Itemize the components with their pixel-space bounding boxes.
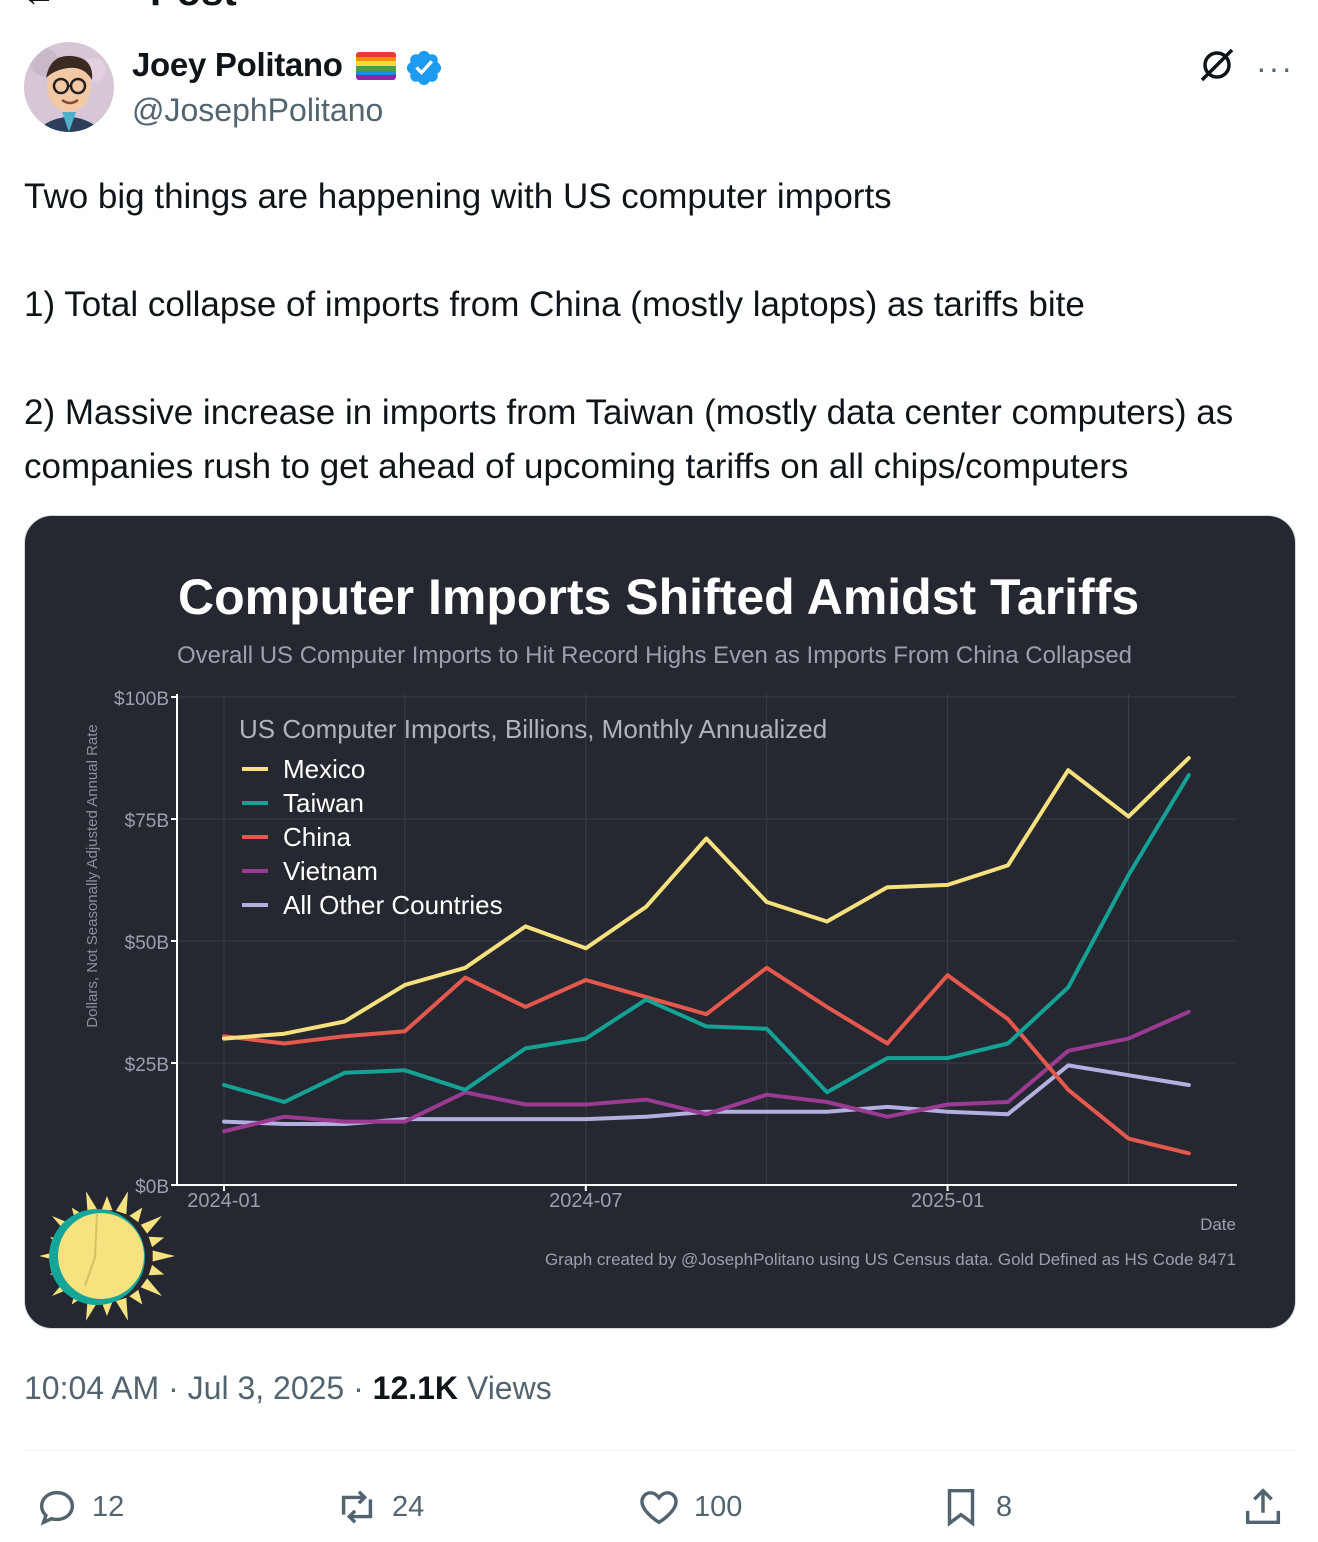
chart-legend: Mexico Taiwan China Vietnam All Other Countr… — [242, 754, 503, 920]
y-tick-label: $50B — [125, 933, 169, 954]
series-line-taiwan — [222, 773, 1191, 1104]
reply-button[interactable]: 12 — [34, 1482, 124, 1532]
y-tick-label: $100B — [114, 689, 169, 710]
sun-ray — [140, 1278, 162, 1296]
top-bar: ← Post — [0, 0, 1318, 16]
x-axis-ticks: 2024-01 2024-07 2025-01 — [187, 1185, 984, 1212]
divider — [24, 1450, 1296, 1451]
verified-badge-icon — [406, 50, 442, 86]
repost-count: 24 — [392, 1490, 425, 1523]
sun-ray — [129, 1289, 143, 1305]
y-tick-label: $75B — [125, 811, 169, 832]
y-tick-label: $0B — [135, 1177, 169, 1198]
heart-icon — [640, 1491, 678, 1525]
bookmark-button[interactable]: 8 — [938, 1482, 1012, 1532]
sun-ray — [101, 1301, 113, 1316]
tweet-line-5: 2) Massive increase in imports from Taiw… — [24, 393, 1243, 486]
avatar[interactable] — [24, 42, 114, 132]
chart: Computer Imports Shifted Amidst Tariffs … — [39, 569, 1237, 1321]
sun-ray — [148, 1264, 165, 1276]
share-button[interactable] — [1240, 1482, 1298, 1532]
tweet-line-1: Two big things are happening with US com… — [24, 177, 892, 216]
grok-icon[interactable] — [1196, 44, 1238, 86]
reply-icon — [39, 1490, 75, 1526]
series-line-mexico — [222, 756, 1191, 1041]
tweet-image[interactable]: Computer Imports Shifted Amidst Tariffs … — [24, 515, 1296, 1329]
author-name[interactable]: Joey Politano — [132, 46, 343, 83]
tweet-text: Two big things are happening with US com… — [24, 170, 1304, 494]
sun-ray — [101, 1196, 113, 1211]
sun-ray — [115, 1191, 128, 1215]
sun-logo-icon — [39, 1191, 175, 1321]
rainbow-flag-icon — [356, 52, 396, 80]
x-tick-label: 2025-01 — [911, 1190, 984, 1212]
page-title: Post — [150, 0, 237, 15]
like-count: 100 — [694, 1490, 743, 1523]
x-tick-label: 2024-07 — [549, 1190, 622, 1212]
chart-title: Computer Imports Shifted Amidst Tariffs — [178, 569, 1139, 625]
legend-item: All Other Countries — [283, 890, 503, 920]
legend-item: Mexico — [283, 754, 365, 784]
x-axis-label: Date — [1200, 1215, 1236, 1234]
post-timestamp: 10:04 AM · Jul 3, 2025 · 12.1K Views — [24, 1370, 552, 1406]
y-axis-ticks: $0B $25B $50B $75B $100B — [114, 689, 177, 1198]
chart-caption: Graph created by @JosephPolitano using U… — [545, 1250, 1236, 1269]
views-count: 12.1K — [372, 1370, 459, 1406]
sun-ray — [86, 1191, 99, 1215]
y-axis-label: Dollars, Not Seasonally Adjusted Annual … — [84, 724, 101, 1028]
series-line-china — [222, 965, 1191, 1156]
legend-title: US Computer Imports, Billions, Monthly A… — [239, 714, 827, 744]
sun-ray — [152, 1250, 175, 1262]
bookmark-icon — [947, 1488, 975, 1527]
like-button[interactable]: 100 — [636, 1482, 742, 1532]
repost-button[interactable]: 24 — [334, 1482, 424, 1532]
sun-ray — [129, 1207, 143, 1223]
sun-ray — [140, 1216, 162, 1234]
tweet-line-3: 1) Total collapse of imports from China … — [24, 285, 1085, 324]
y-tick-label: $25B — [125, 1055, 169, 1076]
more-options-icon[interactable]: ··· — [1256, 50, 1294, 86]
back-arrow-icon[interactable]: ← — [22, 0, 56, 15]
views-label: Views — [466, 1370, 552, 1406]
chart-series-lines — [222, 756, 1191, 1156]
post-date[interactable]: Jul 3, 2025 — [187, 1370, 345, 1406]
legend-item: Taiwan — [283, 788, 364, 818]
x-tick-label: 2024-01 — [187, 1190, 260, 1212]
bookmark-count: 8 — [996, 1490, 1013, 1523]
author-handle[interactable]: @JosephPolitano — [132, 92, 384, 128]
post-time[interactable]: 10:04 AM — [24, 1370, 160, 1406]
legend-item: Vietnam — [283, 856, 378, 886]
chart-subtitle: Overall US Computer Imports to Hit Recor… — [177, 642, 1132, 669]
sun-ray — [115, 1297, 128, 1321]
share-icon — [1245, 1488, 1281, 1525]
sun-ray — [148, 1236, 165, 1248]
series-line-vietnam — [222, 1009, 1191, 1134]
legend-item: China — [283, 822, 351, 852]
repost-icon — [341, 1490, 373, 1524]
avatar-image-icon — [24, 42, 114, 132]
reply-count: 12 — [92, 1490, 125, 1523]
